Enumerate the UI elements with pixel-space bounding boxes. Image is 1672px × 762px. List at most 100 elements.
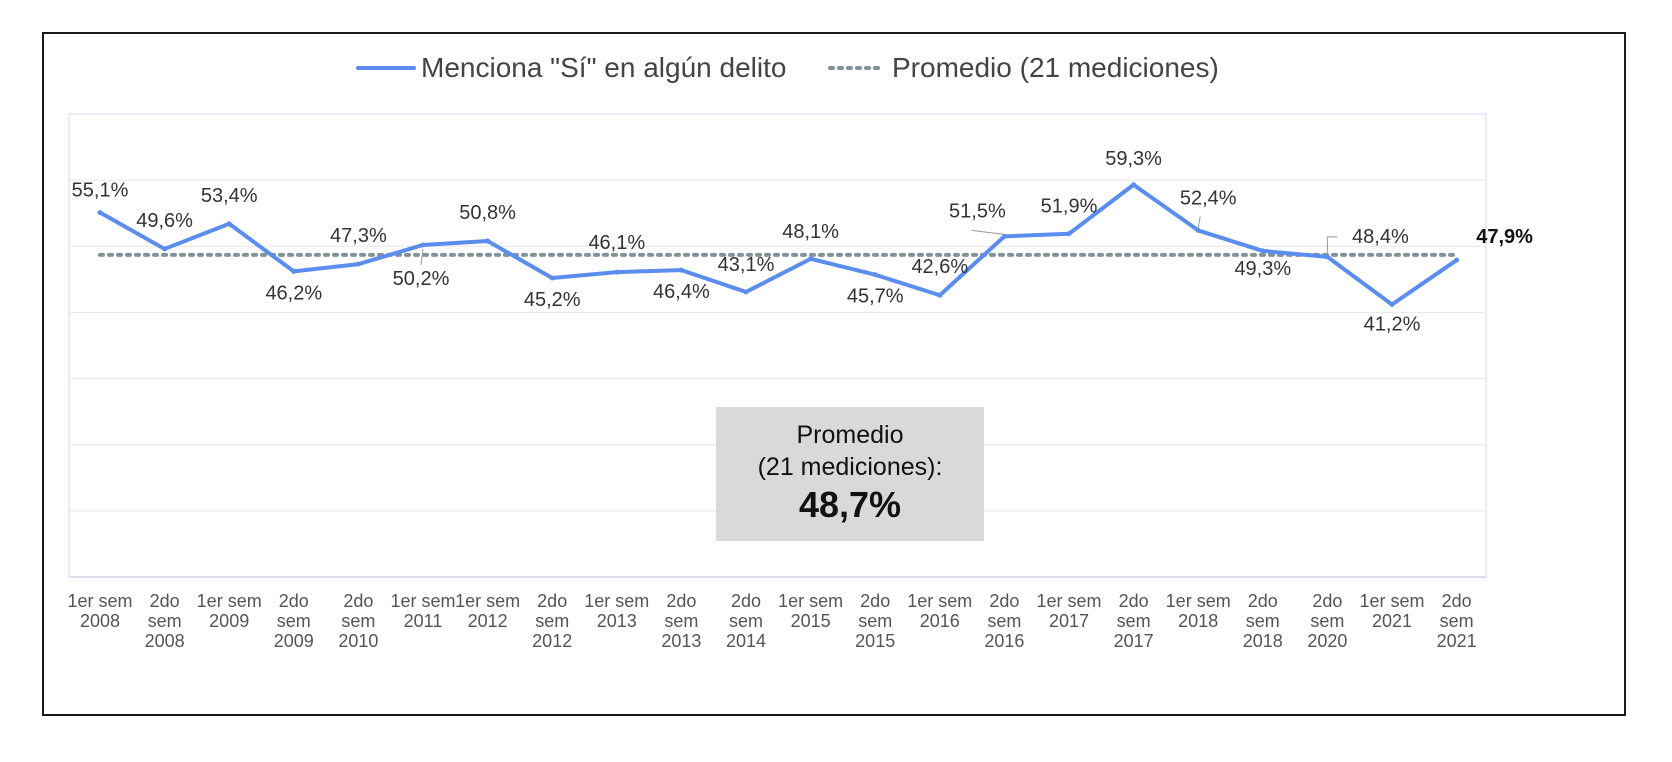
x-tick-label-line: sem: [535, 611, 569, 631]
data-label: 49,6%: [136, 210, 193, 232]
data-label: 59,3%: [1105, 148, 1162, 170]
x-tick-label-line: 2do: [343, 591, 373, 611]
data-point: [937, 292, 943, 298]
x-tick-label-line: 2015: [791, 611, 831, 631]
x-tick-label: 2do sem 2009: [274, 591, 314, 651]
label-leader-line: [1197, 216, 1201, 229]
data-point: [1454, 257, 1460, 263]
x-tick-label: 1er sem 2017: [1036, 591, 1101, 631]
data-point: [162, 246, 168, 252]
x-tick-label-line: 2015: [855, 631, 895, 651]
x-tick-label-line: 2017: [1114, 631, 1154, 651]
x-tick-label-line: 2018: [1178, 611, 1218, 631]
x-tick-label: 2do sem 2013: [661, 591, 701, 651]
data-point: [1389, 301, 1395, 307]
x-tick-label-line: 1er sem: [778, 591, 843, 611]
x-tick-label-line: sem: [148, 611, 182, 631]
x-tick-label-line: 2012: [468, 611, 508, 631]
x-tick-label-line: 2do: [1119, 591, 1149, 611]
data-point: [614, 269, 620, 275]
x-tick-label-line: 2do: [1248, 591, 1278, 611]
x-tick-label: 1er sem 2015: [778, 591, 843, 631]
x-tick-label: 1er sem 2021: [1359, 591, 1424, 631]
data-label: 53,4%: [201, 185, 258, 207]
x-tick-label: 1er sem 2018: [1166, 591, 1231, 631]
x-tick-label-line: 1er sem: [455, 591, 520, 611]
data-label: 46,2%: [265, 282, 322, 304]
x-tick-label-line: sem: [1440, 611, 1474, 631]
x-tick-label-line: 2011: [404, 611, 443, 631]
data-point: [1324, 254, 1330, 260]
x-tick-label-line: 2do: [1442, 591, 1472, 611]
x-tick-label-line: 2013: [597, 611, 637, 631]
data-point: [678, 267, 684, 273]
x-tick-label: 2do sem 2017: [1114, 591, 1154, 651]
x-tick-label-line: 2014: [726, 631, 766, 651]
x-tick-label: 2do sem 2008: [145, 591, 185, 651]
series-line-menciona-si: [98, 182, 1459, 307]
x-tick-label: 1er sem 2011: [390, 591, 455, 631]
data-label: 48,1%: [782, 221, 839, 243]
x-tick-label-line: 2009: [209, 611, 249, 631]
x-tick-label-line: 2021: [1372, 611, 1412, 631]
x-tick-label-line: 2017: [1049, 611, 1089, 631]
x-tick-label-line: sem: [729, 611, 763, 631]
x-tick-label: 2do sem 2014: [726, 591, 766, 651]
x-tick-label: 2do sem 2015: [855, 591, 895, 651]
x-tick-label-line: sem: [1310, 611, 1344, 631]
x-tick-label: 2do sem 2021: [1437, 591, 1477, 651]
x-tick-label-line: 1er sem: [1166, 591, 1231, 611]
x-tick-label-line: 2do: [279, 591, 309, 611]
data-point: [226, 221, 232, 227]
x-tick-label: 1er sem 2008: [67, 591, 132, 631]
data-label: 47,3%: [330, 225, 387, 247]
x-tick-label-line: 2008: [145, 631, 185, 651]
x-tick-label-line: 2do: [666, 591, 696, 611]
x-tick-label: 2do sem 2010: [338, 591, 378, 651]
x-tick-label-line: sem: [1246, 611, 1280, 631]
data-label: 41,2%: [1364, 313, 1421, 335]
x-tick-label-line: 2do: [537, 591, 567, 611]
data-label: 45,7%: [847, 286, 904, 308]
x-tick-label-line: 2008: [80, 611, 120, 631]
data-label: 52,4%: [1180, 187, 1237, 209]
data-label: 51,9%: [1041, 196, 1098, 218]
legend-label-promedio: Promedio (21 mediciones): [892, 52, 1219, 83]
x-tick-label: 1er sem 2013: [584, 591, 649, 631]
x-tick-label: 1er sem 2009: [197, 591, 262, 631]
x-tick-label-line: 2013: [661, 631, 701, 651]
x-tick-label-line: sem: [664, 611, 698, 631]
data-label: 47,9%: [1476, 226, 1533, 248]
x-tick-label-line: 2do: [989, 591, 1019, 611]
x-tick-label-line: sem: [277, 611, 311, 631]
x-tick-label: 2do sem 2020: [1307, 591, 1347, 651]
data-point: [1066, 231, 1072, 237]
x-tick-label-line: 2016: [920, 611, 960, 631]
data-point: [872, 272, 878, 278]
data-point: [97, 210, 103, 216]
data-label: 55,1%: [72, 180, 129, 202]
x-tick-label-line: 1er sem: [1359, 591, 1424, 611]
x-tick-label-line: 2010: [338, 631, 378, 651]
x-tick-label-line: 2do: [731, 591, 761, 611]
x-tick-label: 1er sem 2016: [907, 591, 972, 631]
data-point: [1260, 248, 1266, 254]
data-point: [291, 268, 297, 274]
x-tick-label-line: 1er sem: [197, 591, 262, 611]
x-tick-label: 1er sem 2012: [455, 591, 520, 631]
data-label: 43,1%: [718, 254, 775, 276]
line-chart: 55,1% 49,6% 53,4% 46,2% 47,3% 50,2% 50,8% 45,2%…: [67, 52, 1533, 651]
data-point: [1001, 233, 1007, 239]
x-tick-label-line: 1er sem: [67, 591, 132, 611]
x-tick-label-line: 2do: [150, 591, 180, 611]
chart-frame: 55,1% 49,6% 53,4% 46,2% 47,3% 50,2% 50,8% 45,2%…: [42, 32, 1626, 716]
data-point: [743, 289, 749, 295]
x-tick-label-line: sem: [987, 611, 1021, 631]
x-tick-label-line: 1er sem: [1036, 591, 1101, 611]
x-tick-label-line: 1er sem: [390, 591, 455, 611]
x-tick-label-line: 2012: [532, 631, 572, 651]
x-tick-label: 2do sem 2016: [984, 591, 1024, 651]
data-label: 45,2%: [524, 289, 581, 311]
x-tick-label-line: sem: [1117, 611, 1151, 631]
x-tick-label-line: sem: [341, 611, 375, 631]
